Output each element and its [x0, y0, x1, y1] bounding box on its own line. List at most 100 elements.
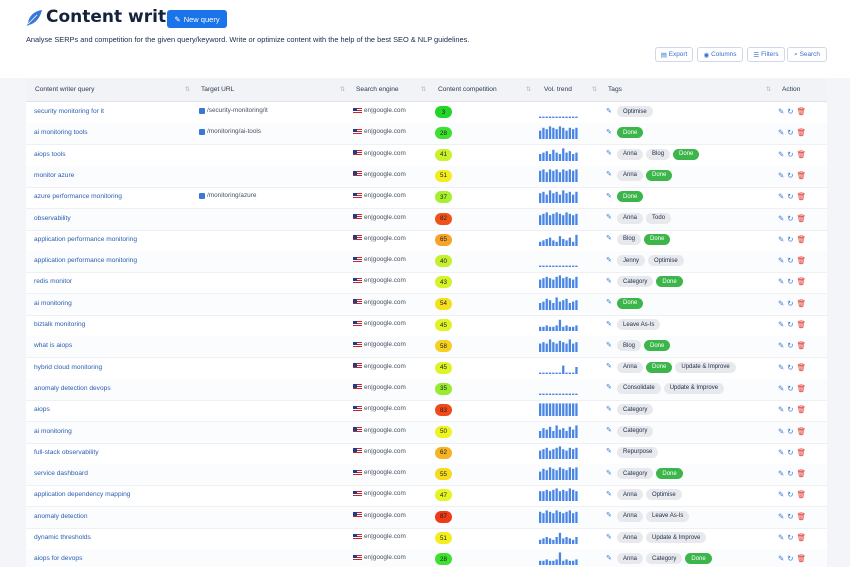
query-link[interactable]: application performance monitoring	[34, 235, 137, 243]
trash-icon[interactable]: 🗑	[796, 490, 807, 500]
sort-icon[interactable]: ⇅	[185, 87, 191, 93]
edit-tags-icon[interactable]: ✎	[606, 341, 612, 349]
edit-tags-icon[interactable]: ✎	[606, 214, 612, 221]
edit-tags-icon[interactable]: ✎	[606, 512, 612, 520]
refresh-icon[interactable]: ↻	[787, 511, 794, 521]
table-row[interactable]: security monitoring for it/security-moni…	[26, 102, 827, 124]
filters-button[interactable]: ☰ Filters	[747, 47, 785, 62]
query-link[interactable]: aiops	[34, 406, 50, 414]
edit-icon[interactable]: ✎	[778, 256, 785, 266]
edit-icon[interactable]: ✎	[778, 362, 785, 372]
refresh-icon[interactable]: ↻	[787, 383, 794, 393]
target-url[interactable]: /monitoring/ai-tools	[199, 128, 261, 135]
edit-tags-icon[interactable]: ✎	[606, 448, 612, 456]
refresh-icon[interactable]: ↻	[787, 533, 794, 542]
trash-icon[interactable]: 🗑	[796, 256, 807, 266]
query-link[interactable]: application dependency mapping	[34, 491, 131, 499]
edit-tags-icon[interactable]: ✎	[606, 363, 612, 371]
refresh-icon[interactable]: ↻	[787, 405, 794, 415]
query-link[interactable]: aiops tools	[34, 150, 66, 158]
sort-icon[interactable]: ⇅	[592, 87, 598, 93]
query-link[interactable]: monitor azure	[34, 171, 75, 179]
query-link[interactable]: aiops for devops	[34, 555, 83, 563]
table-row[interactable]: anomaly detection en|google.com 87 ✎ Anna Lea…	[26, 506, 827, 529]
refresh-icon[interactable]: ↻	[787, 192, 794, 202]
refresh-icon[interactable]: ↻	[787, 298, 794, 308]
new-query-button[interactable]: ✎ New query	[167, 10, 227, 28]
trash-icon[interactable]: 🗑	[796, 383, 807, 393]
table-row[interactable]: observability en|google.com 82 ✎ Anna Todo ✎ ↻ 🗑	[26, 208, 827, 231]
table-row[interactable]: ai monitoring tools/monitoring/ai-tools e…	[26, 123, 827, 146]
edit-icon[interactable]: ✎	[778, 341, 785, 351]
query-link[interactable]: observability	[34, 214, 71, 222]
sort-icon[interactable]: ⇅	[766, 87, 772, 93]
columns-button[interactable]: ◉ Columns	[697, 47, 743, 62]
refresh-icon[interactable]: ↻	[787, 426, 794, 436]
edit-icon[interactable]: ✎	[778, 554, 785, 564]
edit-icon[interactable]: ✎	[778, 234, 785, 244]
trash-icon[interactable]: 🗑	[796, 511, 807, 521]
trash-icon[interactable]: 🗑	[796, 533, 807, 542]
edit-icon[interactable]: ✎	[778, 383, 785, 393]
refresh-icon[interactable]: ↻	[787, 107, 794, 116]
search-button[interactable]: ⌕ Search	[787, 47, 827, 62]
trash-icon[interactable]: 🗑	[796, 234, 807, 244]
table-row[interactable]: ai monitoring en|google.com 54 ✎ Done ✎ ↻ 🗑	[26, 293, 827, 316]
edit-tags-icon[interactable]: ✎	[606, 469, 612, 477]
refresh-icon[interactable]: ↻	[787, 362, 794, 372]
col-header-engine[interactable]: Search engine	[356, 86, 399, 93]
edit-icon[interactable]: ✎	[778, 107, 785, 116]
trash-icon[interactable]: 🗑	[796, 213, 807, 223]
query-link[interactable]: anomaly detection devops	[34, 384, 111, 392]
edit-tags-icon[interactable]: ✎	[606, 427, 612, 434]
edit-tags-icon[interactable]: ✎	[606, 299, 612, 307]
trash-icon[interactable]: 🗑	[796, 362, 807, 372]
col-header-url[interactable]: Target URL	[201, 86, 235, 93]
sort-icon[interactable]: ⇅	[421, 87, 427, 93]
edit-tags-icon[interactable]: ✎	[606, 554, 612, 562]
table-row[interactable]: anomaly detection devops en|google.com 35 ✎…	[26, 378, 827, 401]
edit-icon[interactable]: ✎	[778, 469, 785, 479]
edit-tags-icon[interactable]: ✎	[606, 384, 612, 392]
col-header-tags[interactable]: Tags	[608, 86, 622, 93]
edit-icon[interactable]: ✎	[778, 170, 785, 180]
query-link[interactable]: redis monitor	[34, 278, 73, 286]
query-link[interactable]: ai monitoring	[34, 299, 72, 307]
trash-icon[interactable]: 🗑	[796, 192, 807, 202]
table-row[interactable]: what is aiops en|google.com 58 ✎ Blog Done ✎ ↻ 🗑	[26, 336, 827, 359]
refresh-icon[interactable]: ↻	[787, 128, 794, 138]
trash-icon[interactable]: 🗑	[796, 469, 807, 479]
edit-tags-icon[interactable]: ✎	[606, 277, 612, 285]
query-link[interactable]: ai monitoring tools	[34, 129, 88, 137]
trash-icon[interactable]: 🗑	[796, 170, 807, 180]
refresh-icon[interactable]: ↻	[787, 341, 794, 351]
edit-icon[interactable]: ✎	[778, 405, 785, 415]
query-link[interactable]: full-stack observability	[34, 448, 99, 456]
edit-tags-icon[interactable]: ✎	[606, 533, 612, 541]
edit-icon[interactable]: ✎	[778, 320, 785, 329]
refresh-icon[interactable]: ↻	[787, 447, 794, 457]
edit-icon[interactable]: ✎	[778, 426, 785, 436]
table-row[interactable]: biztalk monitoring en|google.com 45 ✎ Leave …	[26, 315, 827, 337]
refresh-icon[interactable]: ↻	[787, 256, 794, 266]
table-row[interactable]: full-stack observability en|google.com 62 ✎…	[26, 443, 827, 465]
col-header-trend[interactable]: Vol. trend	[544, 86, 572, 93]
trash-icon[interactable]: 🗑	[796, 107, 807, 116]
edit-tags-icon[interactable]: ✎	[606, 171, 612, 179]
edit-tags-icon[interactable]: ✎	[606, 150, 612, 158]
refresh-icon[interactable]: ↻	[787, 490, 794, 500]
refresh-icon[interactable]: ↻	[787, 469, 794, 479]
query-link[interactable]: biztalk monitoring	[34, 321, 86, 328]
trash-icon[interactable]: 🗑	[796, 405, 807, 415]
trash-icon[interactable]: 🗑	[796, 341, 807, 351]
edit-tags-icon[interactable]: ✎	[606, 192, 612, 200]
trash-icon[interactable]: 🗑	[796, 426, 807, 436]
table-row[interactable]: service dashboard en|google.com 55 ✎ Categor…	[26, 464, 827, 487]
export-button[interactable]: ▤ Export	[655, 47, 693, 62]
refresh-icon[interactable]: ↻	[787, 277, 794, 287]
refresh-icon[interactable]: ↻	[787, 149, 794, 159]
edit-tags-icon[interactable]: ✎	[606, 107, 612, 115]
edit-icon[interactable]: ✎	[778, 298, 785, 308]
edit-tags-icon[interactable]: ✎	[606, 128, 612, 136]
trash-icon[interactable]: 🗑	[796, 320, 807, 329]
